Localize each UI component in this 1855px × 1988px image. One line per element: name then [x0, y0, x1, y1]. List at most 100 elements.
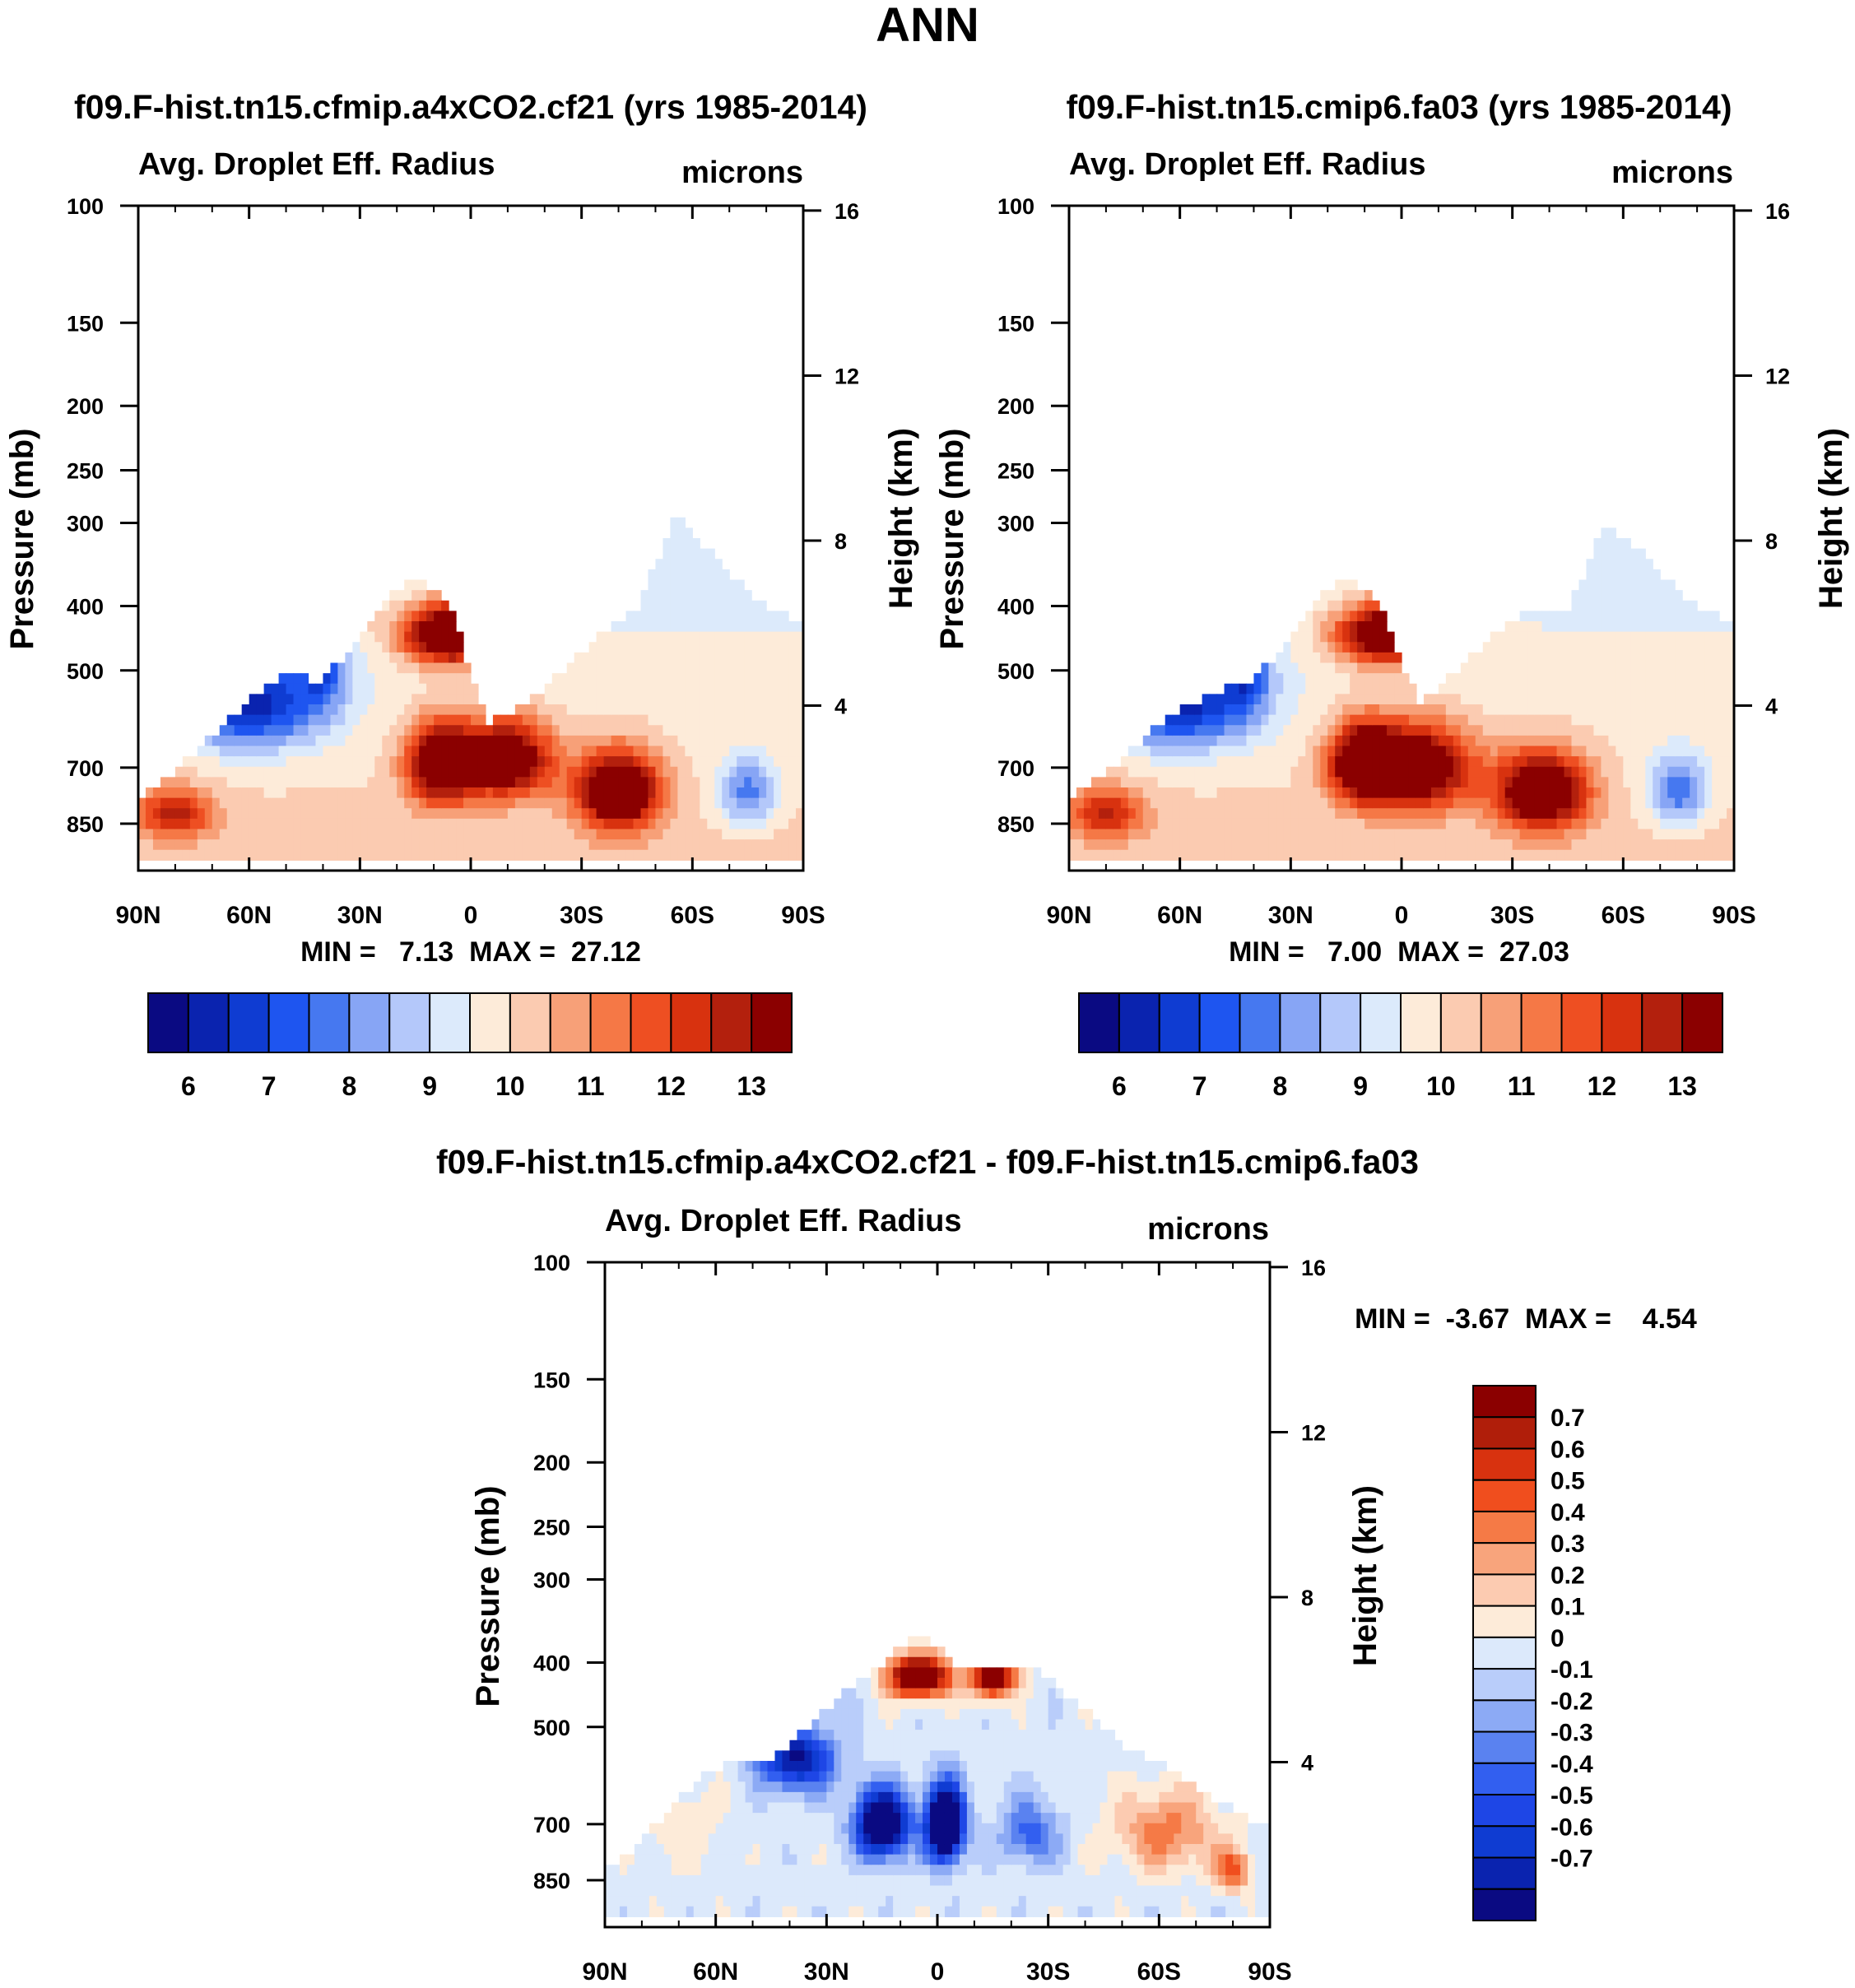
field-cell	[419, 631, 427, 643]
field-cell	[789, 1802, 798, 1814]
field-cell	[1372, 694, 1380, 705]
field-cell	[686, 1865, 695, 1876]
field-cell	[648, 787, 657, 799]
field-cell	[551, 694, 560, 705]
field-cell	[677, 538, 686, 550]
field-cell	[677, 849, 686, 861]
panel-title: f09.F-hist.tn15.cfmip.a4xCO2.cf21 (yrs 1…	[74, 88, 867, 126]
field-cell	[352, 704, 360, 716]
field-cell	[471, 725, 479, 736]
field-cell	[588, 849, 597, 861]
field-cell	[352, 818, 360, 830]
field-cell	[797, 1854, 805, 1865]
field-cell	[722, 642, 730, 653]
field-cell	[308, 839, 317, 851]
field-cell	[1527, 746, 1536, 757]
field-cell	[900, 1688, 909, 1699]
field-cell	[871, 1833, 879, 1845]
field-cell	[1253, 777, 1262, 788]
field-cell	[559, 766, 568, 778]
field-cell	[471, 683, 479, 694]
field-cell	[1313, 611, 1321, 622]
field-cell	[723, 1896, 732, 1907]
field-cell	[1231, 746, 1240, 757]
field-cell	[640, 756, 649, 768]
field-cell	[1268, 808, 1276, 820]
field-cell	[893, 1802, 901, 1814]
field-cell	[1187, 735, 1196, 747]
field-cell	[1416, 725, 1425, 736]
field-cell	[966, 1885, 975, 1897]
field-cell	[1011, 1688, 1020, 1699]
field-cell	[1527, 808, 1536, 820]
field-cell	[174, 797, 184, 809]
field-cell	[367, 652, 375, 664]
field-cell	[522, 777, 531, 788]
field-cell	[389, 787, 398, 799]
field-cell	[1682, 611, 1690, 622]
field-cell	[1261, 797, 1269, 809]
field-cell	[670, 652, 678, 664]
field-cell	[649, 1844, 658, 1856]
field-cell	[588, 735, 597, 747]
field-cell	[1586, 746, 1595, 757]
field-cell	[1660, 590, 1668, 602]
field-cell	[360, 652, 368, 664]
field-cell	[1305, 662, 1313, 674]
field-cell	[767, 1885, 776, 1897]
field-cell	[729, 808, 737, 820]
field-cell	[671, 1854, 680, 1865]
field-cell	[611, 631, 620, 643]
field-cell	[1630, 559, 1639, 570]
field-cell	[323, 735, 332, 747]
field-cell	[492, 829, 501, 840]
field-cell	[1593, 756, 1602, 768]
field-cell	[1357, 704, 1365, 716]
field-cell	[737, 631, 745, 643]
field-cell	[1150, 808, 1159, 820]
field-cell	[633, 777, 642, 788]
field-cell	[625, 829, 635, 840]
field-cell	[1512, 766, 1521, 778]
field-cell	[930, 1708, 938, 1721]
field-cell	[293, 797, 302, 809]
field-cell	[974, 1781, 983, 1793]
field-cell	[930, 1896, 938, 1907]
field-cell	[648, 652, 657, 664]
field-cell	[581, 808, 590, 820]
field-cell	[278, 704, 287, 716]
field-cell	[959, 1730, 968, 1741]
field-cell	[1690, 787, 1698, 799]
field-cell	[797, 1874, 805, 1887]
field-cell	[781, 829, 789, 840]
field-cell	[1083, 808, 1092, 820]
field-cell	[1616, 704, 1624, 716]
field-cell	[708, 1896, 717, 1907]
field-cell	[374, 829, 383, 840]
field-cell	[856, 1896, 864, 1907]
field-cell	[737, 1896, 746, 1907]
field-cell	[471, 787, 479, 799]
field-cell	[1497, 746, 1506, 757]
field-cell	[1608, 673, 1616, 685]
field-cell	[323, 694, 332, 705]
field-cell	[1608, 829, 1616, 840]
field-cell	[471, 849, 479, 861]
field-cell	[293, 694, 302, 705]
field-cell	[752, 1791, 761, 1804]
field-cell	[485, 797, 494, 809]
field-cell	[1541, 797, 1550, 809]
field-cell	[625, 662, 635, 674]
field-cell	[1018, 1802, 1027, 1814]
field-cell	[1379, 746, 1388, 757]
field-cell	[707, 756, 715, 768]
field-cell	[1571, 797, 1580, 809]
field-cell	[745, 1823, 754, 1834]
field-cell	[404, 662, 412, 674]
field-cell	[633, 818, 642, 830]
field-cell	[605, 1874, 613, 1887]
field-cell	[1416, 704, 1425, 716]
field-cell	[871, 1761, 879, 1772]
field-cell	[1423, 797, 1432, 809]
